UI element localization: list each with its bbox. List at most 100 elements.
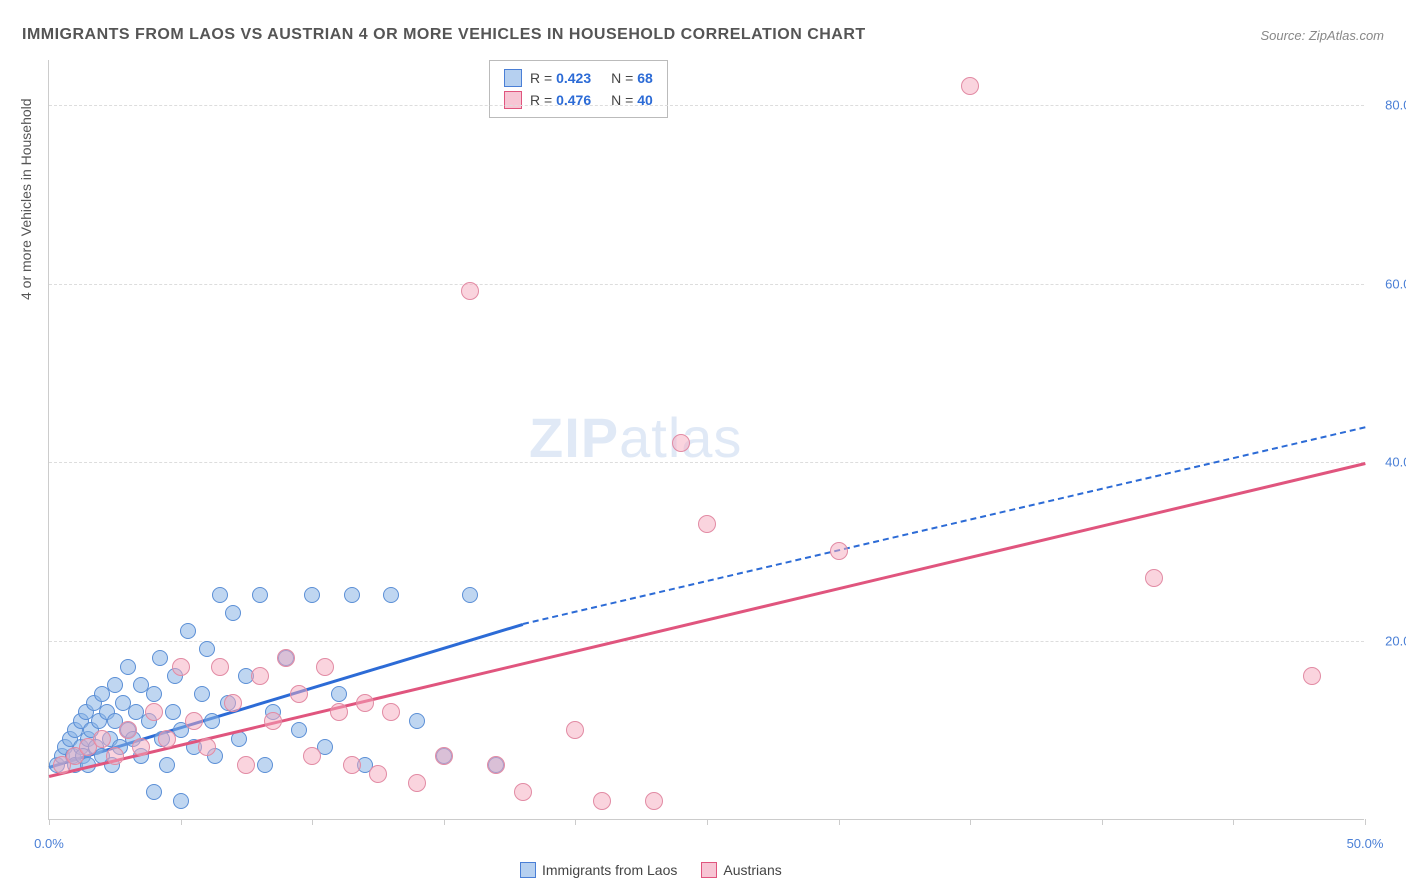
scatter-point <box>198 738 216 756</box>
series-legend: Immigrants from Laos Austrians <box>520 862 782 878</box>
scatter-point <box>199 641 215 657</box>
scatter-point <box>331 686 347 702</box>
x-tick <box>575 819 576 825</box>
legend-r-label: R = 0.423 <box>530 70 591 86</box>
scatter-point <box>106 747 124 765</box>
legend-swatch <box>504 91 522 109</box>
x-tick <box>181 819 182 825</box>
scatter-point <box>194 686 210 702</box>
scatter-point <box>462 587 478 603</box>
scatter-point <box>211 658 229 676</box>
scatter-point <box>1145 569 1163 587</box>
scatter-point <box>107 677 123 693</box>
x-tick <box>839 819 840 825</box>
legend-swatch <box>504 69 522 87</box>
gridline <box>49 641 1364 642</box>
scatter-point <box>830 542 848 560</box>
legend-item: Austrians <box>701 862 781 878</box>
scatter-point <box>204 713 220 729</box>
scatter-point <box>961 77 979 95</box>
y-tick-label: 40.0% <box>1385 455 1406 470</box>
scatter-point <box>159 757 175 773</box>
scatter-point <box>435 747 453 765</box>
scatter-point <box>252 587 268 603</box>
scatter-point <box>172 658 190 676</box>
chart-plot-area: ZIPatlas R = 0.423N = 68R = 0.476N = 40 … <box>48 60 1364 820</box>
scatter-point <box>303 747 321 765</box>
scatter-point <box>566 721 584 739</box>
gridline <box>49 105 1364 106</box>
chart-title: IMMIGRANTS FROM LAOS VS AUSTRIAN 4 OR MO… <box>22 26 866 44</box>
scatter-point <box>409 713 425 729</box>
source-attribution: Source: ZipAtlas.com <box>1260 28 1384 43</box>
y-tick-label: 20.0% <box>1385 634 1406 649</box>
gridline <box>49 462 1364 463</box>
x-tick <box>444 819 445 825</box>
scatter-point <box>698 515 716 533</box>
x-tick <box>707 819 708 825</box>
scatter-point <box>382 703 400 721</box>
scatter-point <box>593 792 611 810</box>
scatter-point <box>330 703 348 721</box>
x-tick <box>1233 819 1234 825</box>
scatter-point <box>487 756 505 774</box>
x-tick <box>49 819 50 825</box>
scatter-point <box>356 694 374 712</box>
y-tick-label: 60.0% <box>1385 276 1406 291</box>
scatter-point <box>152 650 168 666</box>
legend-row: R = 0.423 N = 68 <box>504 67 653 89</box>
scatter-point <box>212 587 228 603</box>
scatter-point <box>146 784 162 800</box>
scatter-point <box>290 685 308 703</box>
legend-swatch <box>520 862 536 878</box>
correlation-legend: R = 0.423 N = 68 R = 0.476N = 40 <box>489 60 668 118</box>
x-tick <box>1102 819 1103 825</box>
legend-label: Austrians <box>723 862 781 878</box>
scatter-point <box>369 765 387 783</box>
scatter-point <box>383 587 399 603</box>
x-tick <box>970 819 971 825</box>
scatter-point <box>1303 667 1321 685</box>
scatter-point <box>344 587 360 603</box>
scatter-point <box>146 686 162 702</box>
scatter-point <box>251 667 269 685</box>
gridline <box>49 284 1364 285</box>
x-tick <box>1365 819 1366 825</box>
scatter-point <box>132 738 150 756</box>
x-tick <box>312 819 313 825</box>
scatter-point <box>264 712 282 730</box>
regression-line <box>49 462 1366 777</box>
legend-item: Immigrants from Laos <box>520 862 677 878</box>
scatter-point <box>277 649 295 667</box>
scatter-point <box>224 694 242 712</box>
scatter-point <box>408 774 426 792</box>
scatter-point <box>237 756 255 774</box>
legend-swatch <box>701 862 717 878</box>
scatter-point <box>514 783 532 801</box>
scatter-point <box>145 703 163 721</box>
scatter-point <box>93 730 111 748</box>
scatter-point <box>225 605 241 621</box>
scatter-point <box>158 730 176 748</box>
legend-n-label: N = 68 <box>611 70 653 86</box>
legend-label: Immigrants from Laos <box>542 862 677 878</box>
x-tick-label: 50.0% <box>1347 836 1384 851</box>
scatter-point <box>180 623 196 639</box>
scatter-point <box>119 721 137 739</box>
scatter-point <box>461 282 479 300</box>
y-tick-label: 80.0% <box>1385 97 1406 112</box>
scatter-point <box>173 793 189 809</box>
scatter-point <box>165 704 181 720</box>
scatter-point <box>257 757 273 773</box>
y-axis-title: 4 or more Vehicles in Household <box>18 98 34 300</box>
scatter-point <box>304 587 320 603</box>
legend-row: R = 0.476N = 40 <box>504 89 653 111</box>
scatter-point <box>291 722 307 738</box>
scatter-point <box>672 434 690 452</box>
x-tick-label: 0.0% <box>34 836 64 851</box>
scatter-point <box>343 756 361 774</box>
scatter-point <box>120 659 136 675</box>
scatter-point <box>645 792 663 810</box>
scatter-point <box>185 712 203 730</box>
watermark-text: ZIPatlas <box>529 405 742 470</box>
